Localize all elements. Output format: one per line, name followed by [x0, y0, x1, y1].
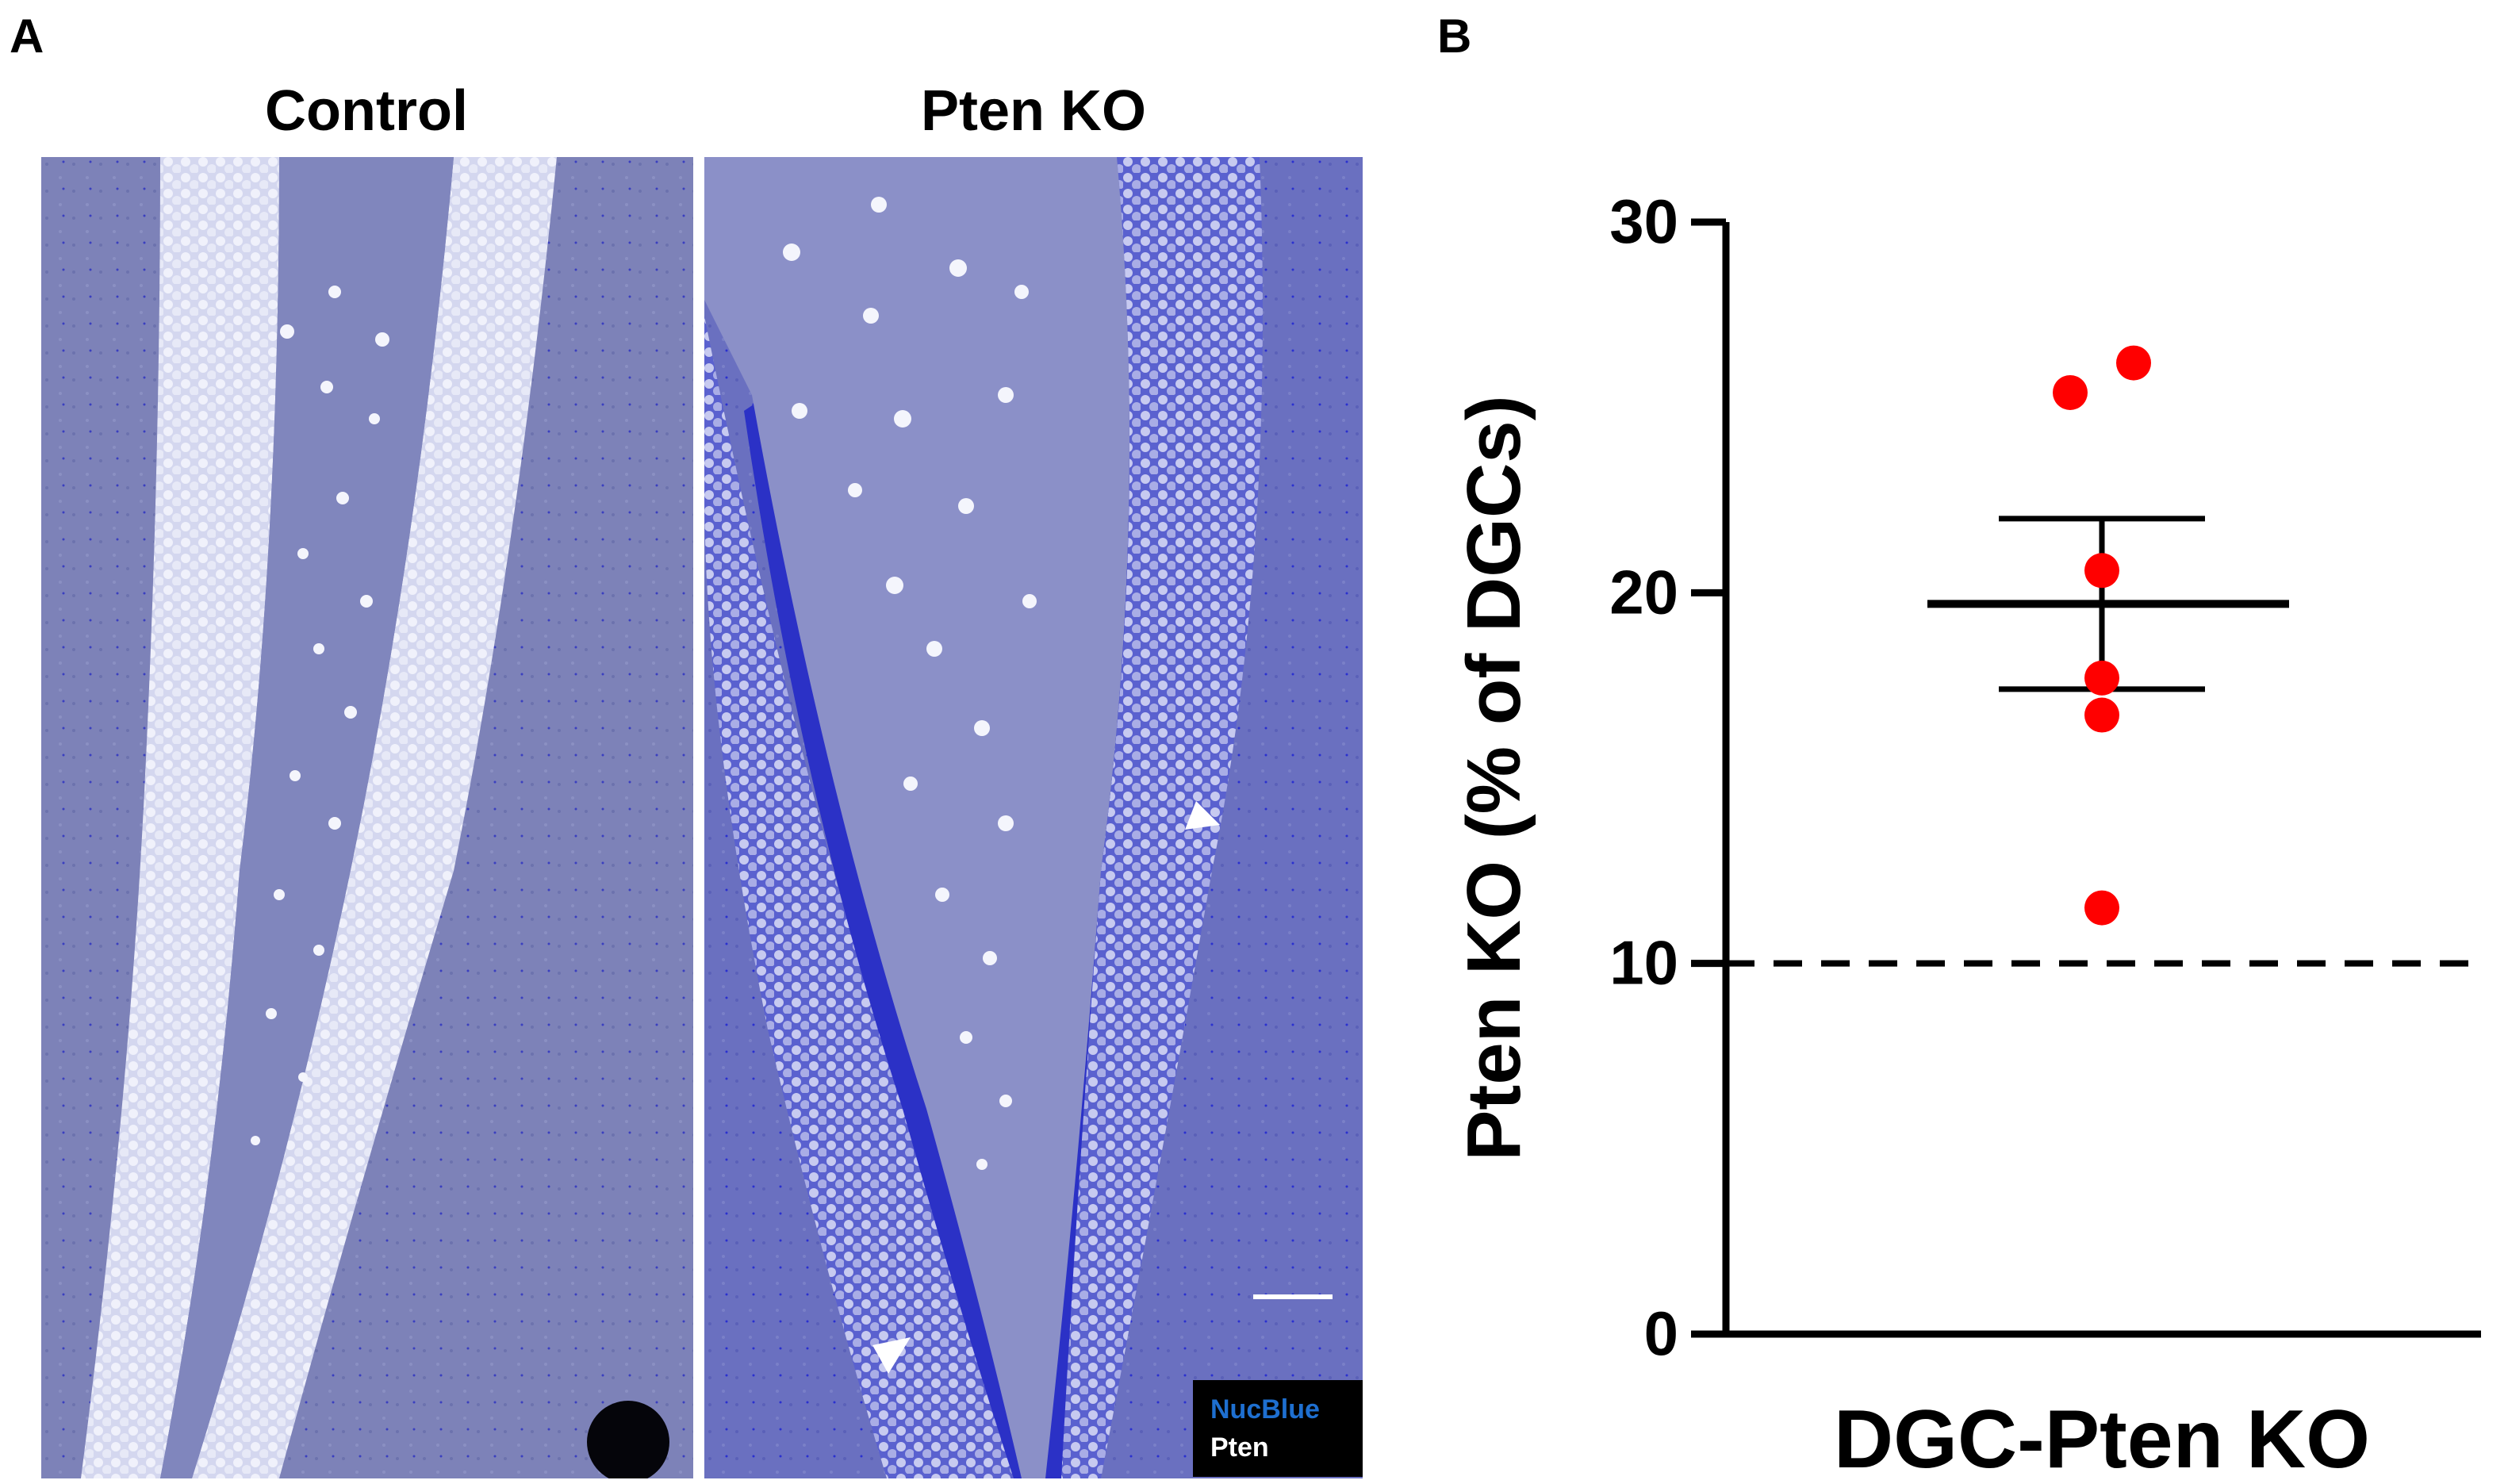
y-tick-label: 10 — [1609, 928, 1678, 998]
data-point — [2116, 345, 2151, 381]
data-point — [2084, 660, 2119, 696]
pten-legend-label: Pten — [1210, 1432, 1269, 1463]
data-point — [2084, 697, 2119, 733]
x-axis-label: DGC-Pten KO — [1834, 1394, 2370, 1484]
data-point — [2084, 890, 2119, 926]
control-title: Control — [265, 79, 468, 143]
pten-ko-scatter-chart: 0 10 20 30 Pten KO (% of DGCs) DGC-Pten KO — [1451, 186, 2481, 1484]
data-point — [2053, 374, 2088, 410]
y-tick-label: 30 — [1609, 186, 1678, 256]
y-axis-label: Pten KO (% of DGCs) — [1451, 395, 1536, 1160]
panel-b-label: B — [1437, 10, 1472, 63]
nucblue-legend-label: NucBlue — [1210, 1394, 1320, 1425]
data-point — [2084, 553, 2119, 589]
channel-legend: NucBlue Pten — [1193, 1380, 1363, 1477]
y-tick-label: 20 — [1609, 557, 1678, 627]
control-micrograph — [41, 157, 693, 1478]
panel-a-label: A — [10, 10, 44, 63]
pten-ko-micrograph — [704, 157, 1363, 1478]
y-tick-label: 0 — [1644, 1298, 1678, 1368]
pten-ko-title: Pten KO — [920, 79, 1147, 143]
